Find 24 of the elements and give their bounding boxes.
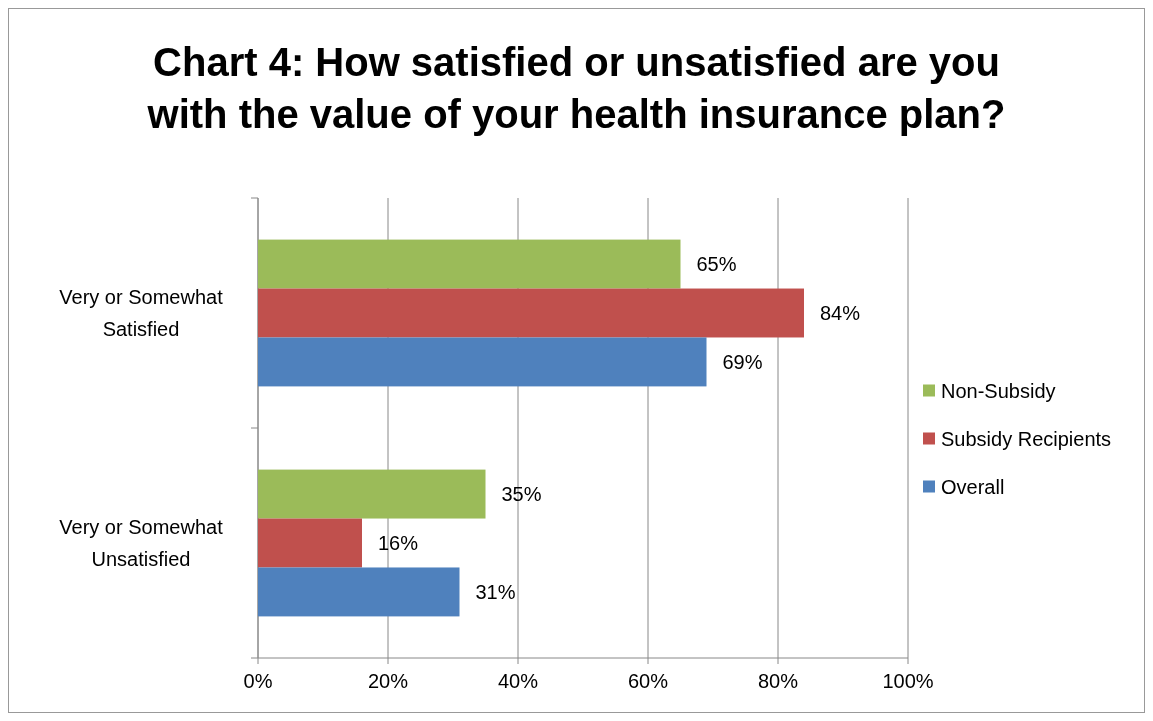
- bar: [258, 337, 707, 387]
- bar: [258, 469, 486, 519]
- y-tick-label: Very or Somewhat Unsatisfied: [59, 516, 224, 570]
- x-tick-label: 80%: [757, 670, 799, 692]
- chart-title: Chart 4: How satisfied or unsatisfied are you with the value of your health insurance plan?: [146, 40, 1006, 136]
- x-tick-label: 0%: [243, 670, 273, 692]
- data-label: 31%: [475, 580, 516, 603]
- y-tick-label: Very or Somewhat Satisfied: [59, 286, 224, 340]
- legend-label: Subsidy Recipients: [941, 427, 1112, 450]
- x-tick-label: 100%: [882, 670, 934, 692]
- x-tick-label: 40%: [497, 670, 539, 692]
- x-tick-label: 20%: [367, 670, 409, 692]
- bar: [258, 239, 681, 289]
- x-tick-label: 60%: [627, 670, 669, 692]
- legend-label: Non-Subsidy: [941, 379, 1056, 402]
- data-label: 69%: [722, 350, 763, 373]
- data-label: 35%: [501, 483, 542, 506]
- data-label: 84%: [820, 302, 861, 324]
- bar: [258, 518, 362, 568]
- data-label: 65%: [696, 253, 737, 276]
- bar: [258, 567, 460, 617]
- data-label: 16%: [378, 532, 419, 554]
- legend-label: Overall: [941, 475, 1005, 498]
- bar: [258, 288, 804, 338]
